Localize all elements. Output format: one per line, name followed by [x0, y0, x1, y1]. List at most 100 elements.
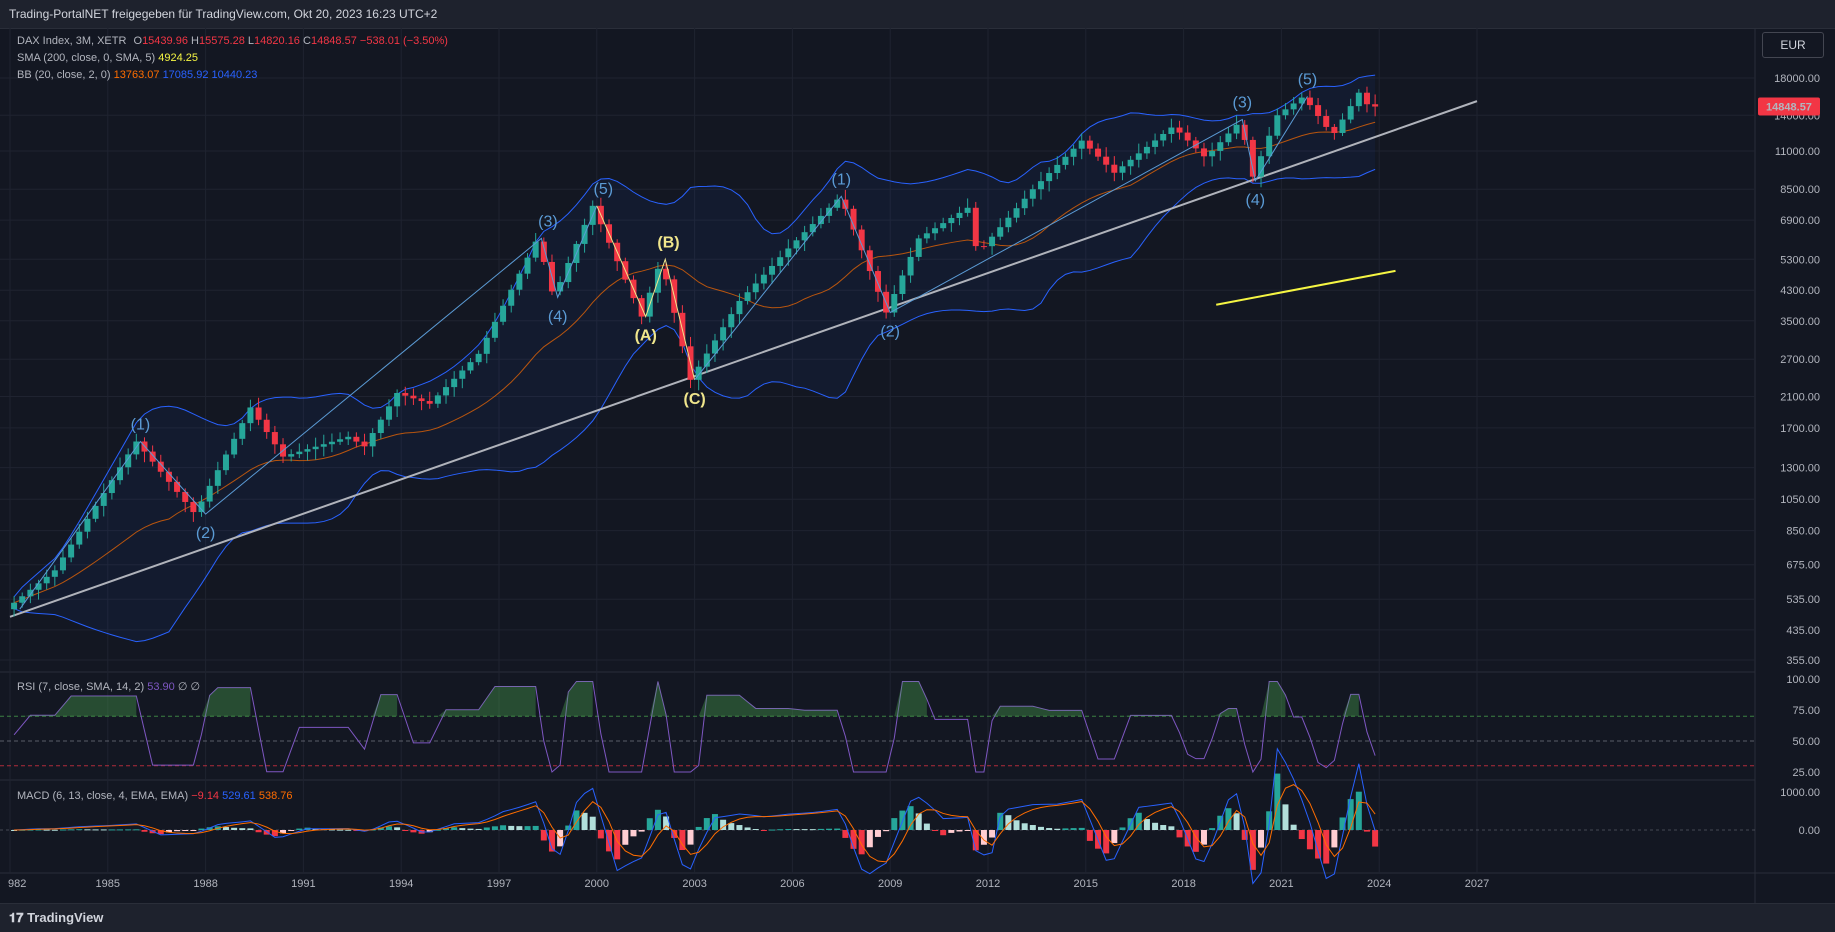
candle-body — [165, 471, 172, 482]
macd-hist-bar — [1054, 828, 1061, 830]
bb-basis-line — [13, 121, 1376, 604]
candle-body — [51, 570, 58, 577]
macd-hist-bar — [565, 825, 572, 830]
macd-hist-bar — [1331, 830, 1338, 848]
wave-label: (5) — [594, 181, 614, 198]
macd-hist-bar — [1225, 808, 1232, 830]
legend-macd-signal: 538.76 — [258, 790, 293, 802]
currency-button[interactable]: EUR — [1762, 32, 1824, 58]
macd-hist-bar — [809, 829, 816, 831]
macd-hist-bar — [206, 827, 213, 830]
macd-hist-bar — [679, 830, 686, 851]
candle-body — [809, 224, 816, 233]
macd-hist-bar — [1282, 804, 1289, 830]
candle-body — [271, 432, 278, 445]
macd-hist-bar — [524, 826, 531, 830]
macd-hist-bar — [443, 828, 450, 830]
candle-body — [1315, 105, 1322, 117]
legend-change: −538.01 (−3.50%) — [359, 35, 448, 47]
y-tick-label: 18000.00 — [1774, 73, 1820, 85]
candle-body — [296, 451, 303, 455]
candle-body — [1200, 148, 1207, 157]
macd-hist-bar — [744, 827, 751, 830]
last-price-tag — [1758, 97, 1820, 116]
candle-body — [557, 282, 564, 292]
candle-body — [491, 321, 498, 338]
y-tick-label: 355.00 — [1786, 655, 1820, 667]
candle-body — [915, 238, 922, 257]
bb-fill — [14, 75, 1376, 642]
candle-body — [695, 366, 702, 380]
candle-body — [866, 250, 873, 272]
wave-label: (5) — [1298, 71, 1318, 88]
tradingview-logo: 𝟏𝟕 TradingView — [9, 910, 104, 925]
macd-hist-bar — [280, 830, 287, 834]
macd-hist-bar — [842, 830, 849, 838]
candle-body — [932, 228, 939, 234]
macd-hist-bar — [483, 827, 490, 830]
macd-hist-bar — [1249, 830, 1256, 870]
candle-body — [1298, 97, 1305, 104]
macd-hist-bar — [1119, 827, 1126, 830]
candle-body — [972, 207, 979, 247]
candle-body — [68, 544, 75, 558]
candle-body — [11, 602, 18, 610]
candle-body — [394, 393, 401, 407]
x-tick-label: 2021 — [1269, 878, 1293, 890]
legend-macd: MACD (6, 13, close, 4, EMA, EMA) −9.14 5… — [17, 790, 293, 802]
macd-hist-bar — [247, 828, 254, 830]
macd-hist-bar — [540, 830, 547, 841]
candle-body — [27, 589, 34, 597]
candle-body — [239, 423, 246, 439]
macd-hist-bar — [11, 830, 18, 831]
candle-body — [907, 256, 914, 276]
legend-close: 14848.57 — [310, 35, 357, 47]
macd-hist-bar — [1363, 830, 1370, 832]
candle-body — [198, 501, 205, 513]
x-tick-label: 2012 — [976, 878, 1000, 890]
macd-hist-bar — [581, 812, 588, 830]
candle-body — [1274, 115, 1281, 136]
x-tick-label: 1991 — [291, 878, 315, 890]
candle-body — [1209, 150, 1216, 157]
candle-body — [125, 454, 132, 468]
macd-hist-bar — [695, 826, 702, 830]
macd-hist-bar — [606, 830, 613, 852]
x-tick-label: 2000 — [585, 878, 609, 890]
chart-canvas[interactable]: 982 1985 1988 1991 1994 1997 2000 2003 2006 2009 2… — [0, 0, 1835, 903]
macd-hist-bar — [475, 828, 482, 830]
long-term-trendline — [9, 100, 1478, 618]
macd-hist-bar — [638, 830, 645, 832]
candle-body — [1290, 103, 1297, 110]
macd-hist-bar — [1160, 825, 1167, 830]
macd-hist-bar — [720, 819, 727, 830]
legend-macd-hist: −9.14 — [191, 790, 220, 802]
rsi-y-tick: 50.00 — [1792, 736, 1820, 748]
candle-body — [377, 419, 384, 434]
candle-body — [231, 438, 238, 455]
candle-body — [508, 289, 515, 306]
candle-body — [353, 436, 360, 442]
legend-rsi-name: RSI (7, close, SMA, 14, 2) — [17, 681, 145, 693]
legend-c-label: C — [303, 35, 311, 47]
candle-body — [744, 292, 751, 301]
candle-body — [1323, 116, 1330, 127]
macd-hist-bar — [500, 825, 507, 830]
candle-body — [1135, 153, 1142, 160]
x-tick-label: 2024 — [1367, 878, 1391, 890]
candle-body — [1339, 119, 1346, 133]
macd-hist-bar — [1029, 825, 1036, 830]
macd-hist-bar — [451, 827, 458, 830]
rsi-line — [13, 680, 1376, 774]
macd-hist-bar — [402, 830, 409, 831]
candle-body — [532, 241, 539, 258]
macd-hist-bar — [687, 830, 694, 845]
macd-hist-bar — [43, 829, 50, 831]
candle-body — [312, 446, 319, 450]
y-tick-label: 6900.00 — [1780, 215, 1820, 227]
macd-hist-bar — [1013, 820, 1020, 830]
y-tick-label: 1050.00 — [1780, 494, 1820, 506]
macd-hist-bar — [736, 825, 743, 830]
candle-body — [43, 576, 50, 584]
macd-hist-bar — [271, 830, 278, 837]
